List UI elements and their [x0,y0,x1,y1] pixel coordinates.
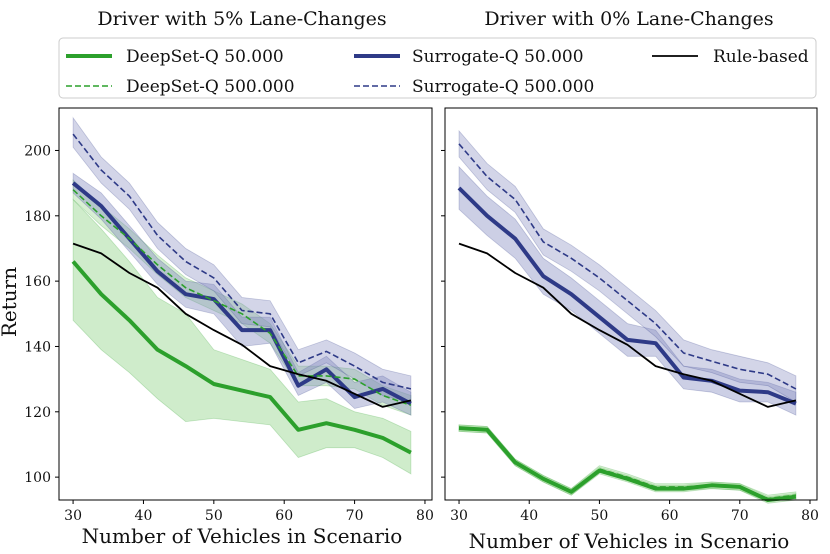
right-panel: 30 40 50 60 70 80 [441,107,819,524]
left-y-tick-label-120: 120 [24,405,51,421]
left-line-surrogate-500000 [72,133,412,390]
legend: DeepSet-Q 50.000 DeepSet-Q 500.000 Surro… [58,37,817,99]
right-line-deepset-50000 [458,426,797,502]
right-panel-title: Driver with 0% Lane-Changes [484,8,773,30]
right-x-tick-label-40: 40 [520,508,538,524]
left-x-axis-label: Number of Vehicles in Scenario [82,524,403,548]
left-x-tick-label-50: 50 [205,508,223,524]
left-line-rule-based [72,242,412,408]
legend-frame [58,37,817,99]
left-x-tick-label-30: 30 [64,508,82,524]
y-axis-label: Return [0,267,21,337]
right-line-rule-based [458,242,797,408]
left-line-deepset-50000 [71,260,412,455]
right-line-deepset-500000 [458,427,796,500]
left-panel: 30 40 50 60 70 80 100 120 140 160 180 200 [24,107,434,524]
right-x-axis-label: Number of Vehicles in Scenario [469,529,790,553]
left-x-tick-label-70: 70 [346,508,364,524]
right-axes-frame [444,107,818,501]
legend-label-surrogate-500000: Surrogate-Q 500.000 [412,77,594,97]
left-line-deepset-500000 [72,189,412,407]
right-x-tick-label-80: 80 [801,508,819,524]
left-y-tick-label-140: 140 [24,339,51,355]
left-y-tick-label-160: 160 [24,274,51,290]
right-x-tick-label-30: 30 [450,508,468,524]
left-x-tick-label-80: 80 [416,508,434,524]
legend-label-deepset-500000: DeepSet-Q 500.000 [126,77,295,97]
right-x-tick-label-50: 50 [591,508,609,524]
right-band-surrogate-500000 [458,129,797,403]
left-y-tick-label-200: 200 [24,143,51,159]
left-x-tick-label-60: 60 [275,508,293,524]
right-x-tick-label-60: 60 [661,508,679,524]
legend-label-surrogate-50000: Surrogate-Q 50.000 [412,47,584,67]
left-y-tick-label-100: 100 [24,470,51,486]
legend-label-rule-based: Rule-based [713,47,809,67]
left-panel-title: Driver with 5% Lane-Changes [97,8,386,30]
legend-label-deepset-50000: DeepSet-Q 50.000 [126,47,284,67]
left-x-tick-label-40: 40 [135,508,153,524]
right-x-tick-label-70: 70 [731,508,749,524]
left-axes-frame [58,107,433,501]
left-band-deepset-50000 [72,198,412,475]
right-line-surrogate-50000 [457,186,797,406]
left-y-tick-label-180: 180 [24,209,51,225]
